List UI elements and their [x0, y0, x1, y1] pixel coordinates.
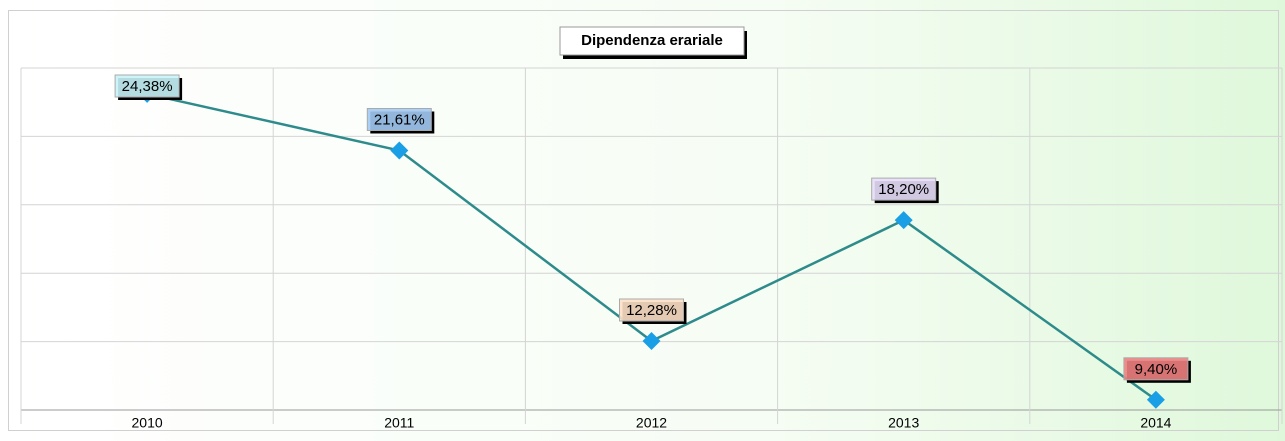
marker	[642, 331, 661, 350]
chart-title: Dipendenza erariale	[581, 32, 723, 49]
value-label: 21,61%	[374, 111, 425, 128]
value-label: 12,28%	[626, 302, 677, 319]
x-tick-label: 2011	[384, 415, 414, 431]
value-label-box	[366, 107, 432, 131]
value-label-box	[114, 74, 180, 98]
value-label-box	[1123, 357, 1189, 381]
value-label: 9,40%	[1135, 361, 1178, 378]
marker	[390, 141, 409, 160]
value-label: 24,38%	[122, 78, 173, 95]
title-box	[559, 26, 745, 56]
x-tick-label: 2010	[132, 415, 163, 431]
x-tick-label: 2012	[636, 415, 667, 431]
frame	[8, 10, 1279, 431]
value-label: 18,20%	[878, 181, 929, 198]
value-label-box	[619, 298, 684, 322]
marker	[894, 211, 913, 230]
marker	[1146, 390, 1165, 409]
x-tick-label: 2013	[888, 415, 919, 431]
x-tick-label: 2014	[1140, 415, 1171, 431]
value-label-box	[871, 177, 937, 201]
